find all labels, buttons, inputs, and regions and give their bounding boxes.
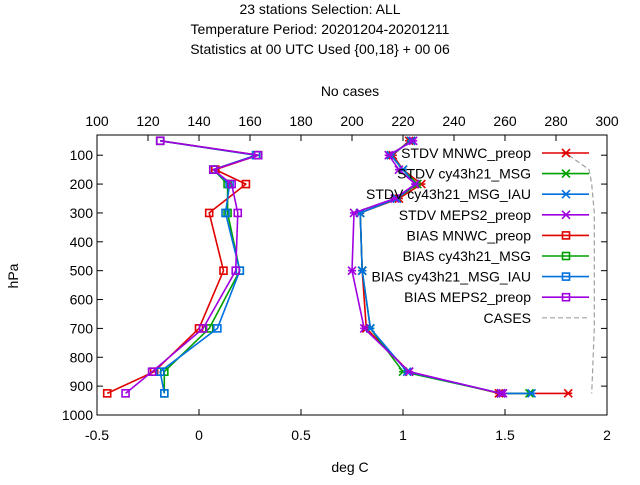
data-point bbox=[231, 266, 241, 275]
legend-marker bbox=[561, 231, 571, 240]
x-axis-label: deg C bbox=[331, 459, 368, 475]
y-tick-label: 600 bbox=[70, 292, 94, 308]
legend-marker bbox=[561, 148, 571, 158]
x-tick-label: 0.5 bbox=[291, 427, 311, 443]
x-tick-label: -0.5 bbox=[85, 427, 109, 443]
x-tick-label: 1 bbox=[399, 427, 407, 443]
data-point bbox=[563, 388, 573, 398]
chart-title-line-1: 23 stations Selection: ALL bbox=[239, 1, 400, 17]
top-tick-label: 300 bbox=[595, 113, 619, 129]
data-point bbox=[121, 389, 130, 398]
legend-label: STDV cy43h21_MSG_IAU bbox=[366, 186, 531, 202]
series-7 bbox=[121, 136, 263, 398]
data-point bbox=[221, 208, 230, 218]
y-tick-label: 300 bbox=[70, 205, 94, 221]
legend-marker bbox=[561, 169, 571, 179]
data-point bbox=[102, 389, 112, 398]
top-tick-label: 160 bbox=[238, 113, 262, 129]
data-point bbox=[253, 150, 263, 160]
y-tick-label: 100 bbox=[70, 147, 94, 163]
top-tick-label: 260 bbox=[493, 113, 517, 129]
legend-marker bbox=[561, 251, 571, 261]
chart-title-line-2: Temperature Period: 20201204-20201211 bbox=[191, 21, 450, 37]
y-tick-label: 200 bbox=[70, 176, 94, 192]
legend-label: STDV MNWC_preop bbox=[401, 145, 531, 161]
top-tick-label: 200 bbox=[340, 113, 364, 129]
y-tick-label: 500 bbox=[70, 263, 94, 279]
data-point bbox=[359, 323, 369, 333]
data-point bbox=[198, 324, 208, 333]
chart-title-line-3: Statistics at 00 UTC Used {00,18} + 00 0… bbox=[190, 41, 450, 57]
x-tick-label: 1.5 bbox=[495, 427, 515, 443]
legend-marker bbox=[561, 272, 571, 281]
legend-marker bbox=[561, 189, 571, 199]
y-tick-label: 400 bbox=[70, 234, 94, 250]
top-axis-label: No cases bbox=[321, 83, 379, 99]
series-line bbox=[125, 140, 260, 395]
series-line bbox=[568, 154, 595, 394]
data-point bbox=[410, 179, 420, 189]
data-point bbox=[390, 193, 400, 204]
top-tick-label: 100 bbox=[85, 113, 109, 129]
data-point bbox=[384, 150, 394, 160]
top-tick-label: 140 bbox=[187, 113, 211, 129]
legend-label: BIAS cy43h21_MSG bbox=[403, 248, 531, 264]
top-tick-label: 240 bbox=[442, 113, 466, 129]
data-point bbox=[233, 208, 243, 218]
x-tick-label: 0 bbox=[195, 427, 203, 443]
data-point bbox=[213, 324, 222, 333]
data-point bbox=[241, 179, 251, 189]
data-point bbox=[227, 179, 236, 189]
data-point bbox=[160, 389, 169, 398]
data-point bbox=[404, 367, 414, 377]
data-point bbox=[394, 165, 404, 175]
data-point bbox=[408, 136, 418, 146]
data-point bbox=[155, 367, 165, 377]
top-tick-label: 280 bbox=[544, 113, 568, 129]
data-point bbox=[357, 266, 367, 276]
axes-layer: -0.5 0 0.5 1 1.5 2 100 120 140 160 180 200 220 240 260… bbox=[62, 113, 619, 443]
legend-marker bbox=[561, 210, 571, 220]
legend-label: BIAS MNWC_preop bbox=[407, 227, 532, 243]
data-point bbox=[349, 208, 359, 218]
data-point bbox=[347, 266, 357, 276]
top-tick-label: 220 bbox=[391, 113, 415, 129]
series-5 bbox=[155, 136, 261, 398]
top-tick-label: 120 bbox=[136, 113, 160, 129]
x-tick-label: 2 bbox=[603, 427, 611, 443]
series-3 bbox=[347, 136, 508, 398]
legend-label: BIAS cy43h21_MSG_IAU bbox=[371, 269, 531, 285]
legend: STDV MNWC_preop STDV cy43h21_MSG STDV cy43… bbox=[366, 145, 589, 326]
data-point bbox=[204, 324, 214, 333]
data-point bbox=[498, 388, 508, 398]
y-axis-label: hPa bbox=[5, 263, 21, 288]
legend-label: STDV cy43h21_MSG bbox=[397, 166, 531, 182]
y-tick-label: 700 bbox=[70, 320, 94, 336]
legend-label: BIAS MEPS2_preop bbox=[404, 289, 531, 305]
series-layer bbox=[102, 136, 595, 398]
legend-label: STDV MEPS2_preop bbox=[399, 207, 531, 223]
data-point bbox=[204, 208, 214, 218]
data-point bbox=[155, 136, 165, 146]
data-point bbox=[526, 388, 537, 398]
legend-label: CASES bbox=[484, 310, 531, 326]
data-point bbox=[208, 165, 218, 174]
data-point bbox=[219, 266, 228, 275]
legend-marker bbox=[561, 292, 571, 302]
data-point bbox=[147, 367, 157, 377]
y-tick-label: 800 bbox=[70, 349, 94, 365]
series-6 bbox=[155, 136, 261, 398]
y-tick-label: 1000 bbox=[62, 407, 93, 423]
y-tick-label: 900 bbox=[70, 378, 94, 394]
series-8 bbox=[568, 154, 595, 394]
top-tick-label: 180 bbox=[289, 113, 313, 129]
